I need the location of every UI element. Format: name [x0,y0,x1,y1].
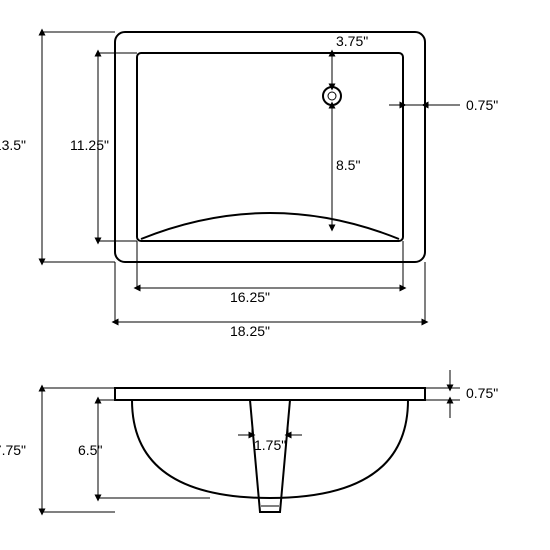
svg-text:0.75": 0.75" [466,97,498,113]
svg-text:3.75": 3.75" [336,33,368,49]
svg-text:11.25": 11.25" [70,137,109,153]
svg-text:18.25": 18.25" [230,323,270,339]
svg-text:1.75": 1.75" [254,437,286,453]
svg-text:7.75": 7.75" [0,442,26,458]
svg-text:13.5": 13.5" [0,137,26,153]
svg-text:8.5": 8.5" [336,157,360,173]
svg-text:0.75": 0.75" [466,385,498,401]
svg-text:16.25": 16.25" [230,289,270,305]
sink-dimension-diagram: 13.5" 11.25" 3.75" 8.5" 0.75" 16.25" 18.25" 7.7… [0,0,550,550]
svg-text:6.5": 6.5" [78,442,102,458]
